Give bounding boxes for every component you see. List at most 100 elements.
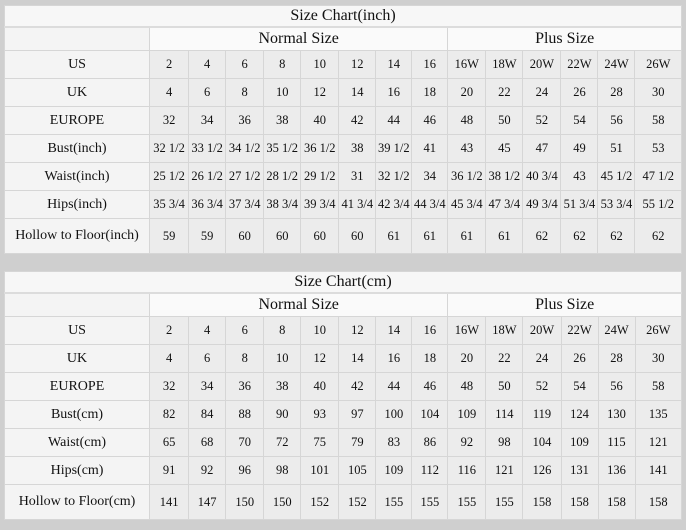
- row-label: US: [3, 50, 151, 79]
- row-label: Waist(inch): [3, 162, 151, 191]
- size-cell: 100: [375, 400, 413, 429]
- size-cell: 6: [188, 344, 227, 373]
- size-cell: 36 1/2: [300, 134, 340, 163]
- size-cell: 52: [522, 106, 562, 135]
- table-row: Hollow to Floor(cm) 141 147 150 150 152 152 155…: [3, 484, 683, 520]
- size-cell: 34 1/2: [225, 134, 265, 163]
- row-label: Bust(cm): [3, 400, 151, 429]
- size-cell: 126: [522, 456, 562, 485]
- size-cell: 48: [447, 372, 487, 401]
- size-cell: 79: [338, 428, 377, 457]
- table-row: Waist(cm) 65 68 70 72 75 79 83 86 92 98 104 109 115 12…: [3, 428, 683, 457]
- size-cell: 42: [338, 372, 377, 401]
- size-cell: 24W: [597, 50, 636, 79]
- table-row: UK 4 6 8 10 12 14 16 18 20 22 24 26 28 30: [3, 344, 683, 373]
- normal-size-header: Normal Size: [149, 292, 449, 317]
- size-cell: 42 3/4: [375, 190, 413, 219]
- size-cell: 115: [597, 428, 636, 457]
- size-cell: 50: [485, 372, 524, 401]
- size-cell: 61: [485, 218, 524, 254]
- size-cell: 46: [411, 372, 449, 401]
- size-cell: 86: [411, 428, 449, 457]
- size-cell: 8: [263, 50, 302, 79]
- size-cell: 42: [338, 106, 377, 135]
- size-cell: 14: [338, 78, 377, 107]
- size-cell: 8: [263, 316, 302, 345]
- size-chart-inch: Size Chart(inch) Normal Size Plus Size US 2 4…: [3, 5, 682, 254]
- size-cell: 38: [263, 372, 302, 401]
- size-cell: 54: [560, 372, 599, 401]
- size-cell: 4: [149, 78, 190, 107]
- size-cell: 18W: [485, 50, 524, 79]
- size-cell: 24: [522, 78, 562, 107]
- size-cell: 16W: [447, 316, 487, 345]
- size-cell: 40 3/4: [522, 162, 562, 191]
- size-cell: 44: [375, 372, 413, 401]
- size-cell: 35 3/4: [149, 190, 190, 219]
- size-cell: 158: [522, 484, 562, 520]
- size-cell: 38: [263, 106, 302, 135]
- size-cell: 26W: [634, 50, 682, 79]
- table-row: UK 4 6 8 10 12 14 16 18 20 22 24 26 28 30: [3, 78, 682, 107]
- size-cell: 39 3/4: [300, 190, 340, 219]
- size-cell: 6: [225, 316, 265, 345]
- size-cell: 22W: [560, 50, 599, 79]
- size-cell: 26: [560, 78, 599, 107]
- size-cell: 155: [375, 484, 413, 520]
- size-cell: 32: [149, 372, 190, 401]
- size-cell: 91: [149, 456, 190, 485]
- size-cell: 14: [338, 344, 377, 373]
- size-cell: 121: [485, 456, 524, 485]
- row-label: EUROPE: [3, 372, 151, 401]
- size-cell: 90: [263, 400, 302, 429]
- size-cell: 14: [375, 316, 413, 345]
- size-cell: 136: [597, 456, 636, 485]
- chart-title: Size Chart(inch): [4, 5, 682, 28]
- size-cell: 27 1/2: [225, 162, 265, 191]
- size-cell: 44: [375, 106, 413, 135]
- size-cell: 6: [188, 78, 227, 107]
- size-cell: 18: [411, 344, 449, 373]
- size-cell: 12: [338, 316, 377, 345]
- size-cell: 124: [560, 400, 599, 429]
- size-cell: 38 1/2: [485, 162, 524, 191]
- row-label: Waist(cm): [3, 428, 151, 457]
- size-cell: 16: [375, 78, 413, 107]
- size-cell: 141: [149, 484, 190, 520]
- size-cell: 53 3/4: [597, 190, 636, 219]
- size-cell: 75: [300, 428, 340, 457]
- size-cell: 12: [300, 78, 340, 107]
- size-cell: 158: [560, 484, 599, 520]
- plus-size-header: Plus Size: [447, 292, 682, 317]
- size-cell: 25 1/2: [149, 162, 190, 191]
- size-cell: 14: [375, 50, 413, 79]
- size-cell: 34: [411, 162, 449, 191]
- size-cell: 61: [375, 218, 413, 254]
- size-cell: 6: [225, 50, 265, 79]
- size-cell: 41: [411, 134, 449, 163]
- size-cell: 49: [560, 134, 599, 163]
- size-cell: 10: [300, 316, 340, 345]
- normal-size-header: Normal Size: [149, 26, 449, 51]
- row-label: Hips(inch): [3, 190, 151, 219]
- size-cell: 150: [263, 484, 302, 520]
- size-cell: 92: [447, 428, 487, 457]
- size-cell: 16W: [447, 50, 487, 79]
- size-cell: 62: [634, 218, 682, 254]
- size-cell: 158: [634, 484, 683, 520]
- size-cell: 47: [522, 134, 562, 163]
- size-cell: 61: [411, 218, 449, 254]
- size-cell: 45 3/4: [447, 190, 487, 219]
- size-cell: 32 1/2: [149, 134, 190, 163]
- row-label: Hollow to Floor(inch): [3, 218, 151, 254]
- size-cell: 31: [338, 162, 377, 191]
- size-cell: 36: [225, 106, 265, 135]
- size-cell: 84: [188, 400, 227, 429]
- size-cell: 10: [300, 50, 340, 79]
- size-cell: 60: [225, 218, 265, 254]
- size-cell: 48: [447, 106, 487, 135]
- chart-title: Size Chart(cm): [4, 271, 682, 294]
- size-cell: 20: [447, 78, 487, 107]
- size-cell: 2: [149, 50, 190, 79]
- size-cell: 22W: [560, 316, 599, 345]
